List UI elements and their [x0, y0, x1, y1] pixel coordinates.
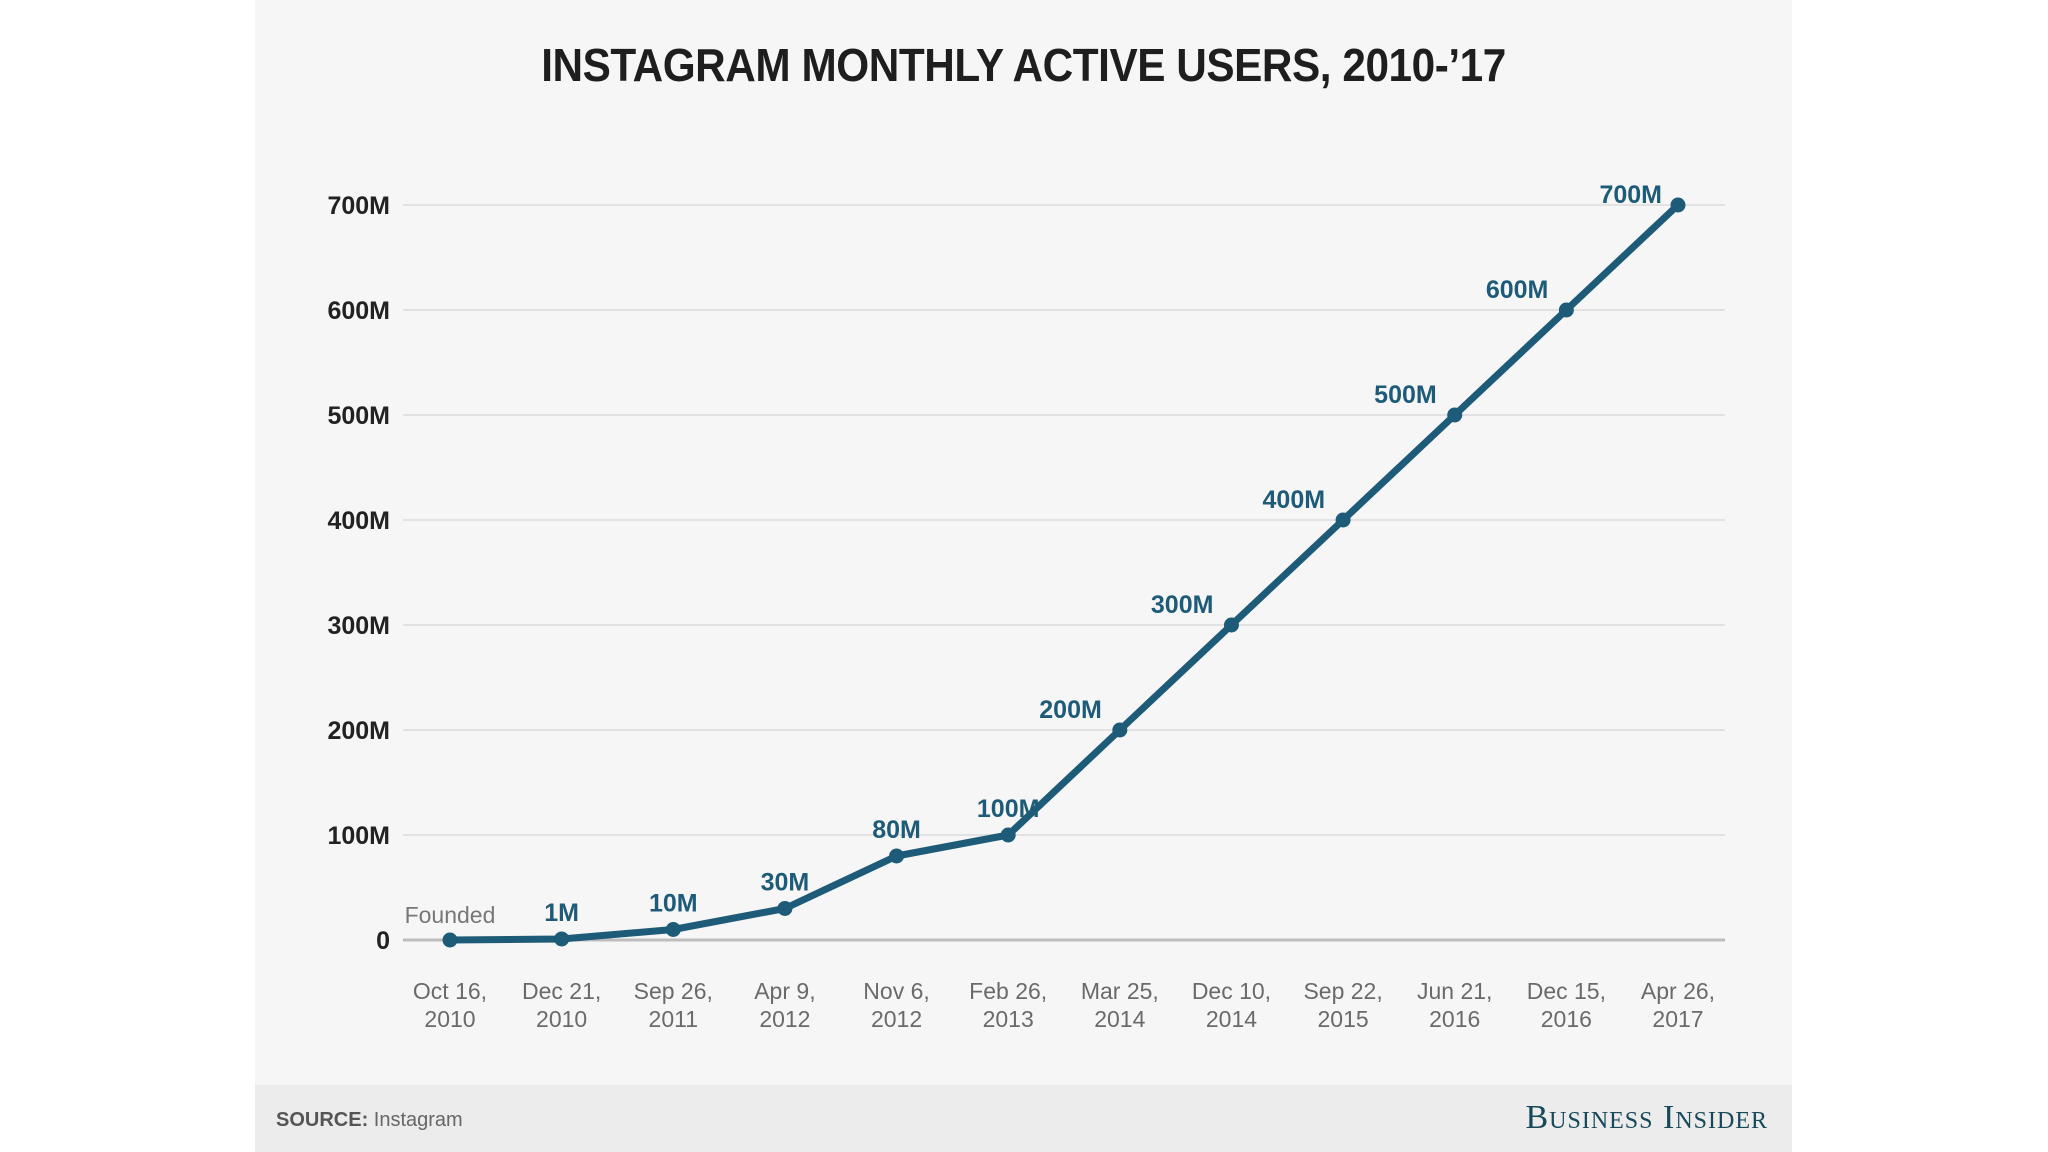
x-tick-label: Apr 26, 2017	[1641, 978, 1715, 1032]
data-point	[442, 932, 458, 948]
x-axis: Oct 16, 2010 Dec 21, 2010 Sep 26, 2011 Apr 9, 2…	[413, 978, 1715, 1032]
source-value: Instagram	[368, 1109, 463, 1131]
x-tick-label: Sep 26, 2011	[634, 978, 713, 1032]
y-tick-label: 600M	[327, 297, 390, 325]
series-line-group	[442, 197, 1686, 948]
y-tick-label: 100M	[327, 822, 390, 850]
data-point	[1000, 827, 1016, 843]
data-point	[1447, 407, 1463, 423]
data-label: 700M	[1599, 181, 1662, 209]
data-point	[889, 848, 905, 864]
y-tick-label: 400M	[327, 507, 390, 535]
y-axis: 0 100M 200M 300M 400M 500M 600M 700M	[327, 192, 390, 955]
y-tick-label: 700M	[327, 192, 390, 220]
data-label: 10M	[649, 890, 698, 918]
data-label: 400M	[1263, 486, 1326, 514]
data-label: 600M	[1486, 276, 1549, 304]
data-point	[1223, 617, 1239, 633]
x-tick-label: Jun 21, 2016	[1417, 978, 1492, 1032]
data-point	[777, 901, 793, 916]
y-tick-label: 0	[376, 927, 390, 955]
x-tick-label: Dec 21, 2010	[522, 978, 601, 1032]
gridlines	[403, 204, 1725, 942]
x-tick-label: Sep 22, 2015	[1303, 978, 1382, 1032]
x-tick-label: Feb 26, 2013	[969, 978, 1047, 1032]
x-tick-label: Dec 10, 2014	[1192, 978, 1271, 1032]
chart-title: INSTAGRAM MONTHLY ACTIVE USERS, 2010-’17	[541, 39, 1506, 91]
footer: SOURCE: Instagram Business Insider	[255, 1085, 1792, 1152]
x-tick-label: Oct 16, 2010	[413, 978, 487, 1032]
data-point	[1558, 302, 1574, 318]
data-label: 80M	[872, 816, 921, 844]
chart-card: INSTAGRAM MONTHLY ACTIVE USERS, 2010-’17…	[255, 0, 1792, 1152]
founded-annotation: Founded	[405, 902, 496, 928]
x-tick-label: Mar 25, 2014	[1081, 978, 1159, 1032]
data-label: 200M	[1039, 696, 1102, 724]
data-label: 300M	[1151, 591, 1214, 619]
x-tick-label: Apr 9, 2012	[754, 978, 815, 1032]
source-note: SOURCE: Instagram	[276, 1109, 463, 1132]
source-label: SOURCE:	[276, 1109, 369, 1131]
y-tick-label: 300M	[327, 612, 390, 640]
x-tick-label: Nov 6, 2012	[863, 978, 929, 1032]
y-tick-label: 200M	[327, 717, 390, 745]
data-label: 1M	[544, 899, 579, 927]
brand-logo: Business Insider	[1525, 1099, 1768, 1136]
data-point	[554, 931, 570, 947]
data-point	[1112, 722, 1128, 738]
data-label: 100M	[977, 795, 1040, 823]
y-tick-label: 500M	[327, 402, 390, 430]
data-point	[665, 922, 681, 937]
x-tick-label: Dec 15, 2016	[1527, 978, 1606, 1032]
data-point	[1335, 512, 1351, 528]
series-line	[446, 201, 1682, 944]
data-labels: 1M 10M 30M 80M 100M 200M 300M 400M 500M 600M 700M F…	[405, 181, 1662, 928]
data-label: 500M	[1374, 381, 1437, 409]
data-point	[1670, 197, 1686, 213]
data-label: 30M	[761, 869, 810, 897]
